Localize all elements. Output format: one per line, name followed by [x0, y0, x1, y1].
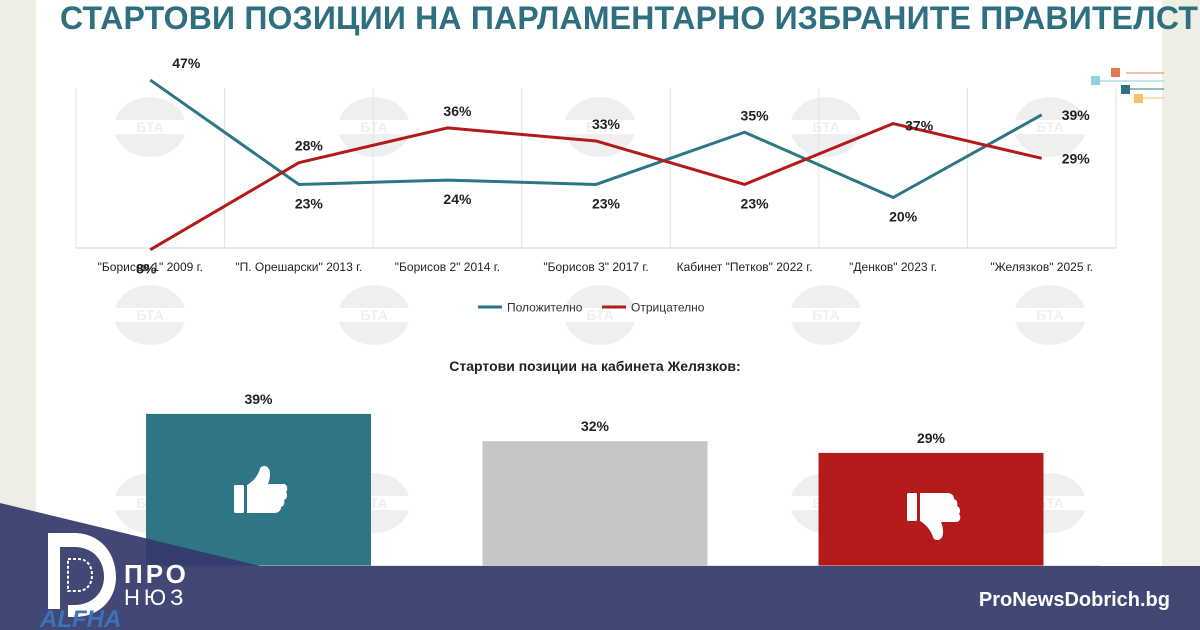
watermark-text: БТА	[360, 307, 388, 323]
bar-value-label: 32%	[581, 418, 610, 434]
data-label-negative: 33%	[592, 116, 621, 132]
watermark-logo: БТА	[334, 285, 414, 345]
thumbs-down-icon	[907, 493, 961, 540]
watermark-text: БТА	[136, 119, 164, 135]
watermark-logo: БТА	[560, 285, 640, 345]
x-tick-label: "Борисов 2" 2014 г.	[395, 260, 500, 274]
bar-chart-title: Стартови позиции на кабинета Желязков:	[449, 358, 740, 374]
bar-value-label: 39%	[244, 391, 273, 407]
data-label-positive: 20%	[889, 209, 918, 225]
line-chart-x-tick-labels: "Борисов 1" 2009 г. "П. Орешарски" 2013 г…	[98, 260, 1093, 274]
data-label-positive: 47%	[172, 55, 201, 71]
decorative-squares-icon	[1091, 68, 1164, 103]
watermark-logo: БТА	[110, 285, 190, 345]
data-label-negative: 23%	[741, 195, 770, 211]
line-chart-gridlines	[75, 88, 1117, 248]
bar-chart: Стартови позиции на кабинета Желязков: 3…	[90, 358, 1100, 592]
data-label-positive: 24%	[443, 191, 472, 207]
data-label-positive: 23%	[295, 195, 324, 211]
alfha-brand-text: ALFHA	[39, 606, 121, 630]
data-label-negative: 37%	[905, 118, 934, 134]
watermark-logo: БТА	[1010, 285, 1090, 345]
pronews-logo-icon	[48, 533, 116, 617]
bar-chart-icons	[234, 466, 961, 540]
line-chart-legend: Положително Отрицателно	[478, 301, 705, 315]
x-tick-label: "Денков" 2023 г.	[849, 260, 937, 274]
watermark-text: БТА	[1036, 307, 1064, 323]
watermark-logo: БТА	[786, 285, 866, 345]
series-line-negative	[149, 122, 1043, 251]
data-label-negative: 36%	[443, 103, 472, 119]
bar	[482, 441, 708, 566]
brand-line-2: НЮЗ	[124, 585, 188, 610]
data-label-negative: 29%	[1062, 150, 1091, 166]
line-chart: 47% 23% 24% 23% 35% 20% 39% 8% 28% 36% 33% 23% 37% 29…	[75, 55, 1117, 315]
page-title: СТАРТОВИ ПОЗИЦИИ НА ПАРЛАМЕНТАРНО ИЗБРАН…	[60, 0, 1200, 36]
watermark-logo: БТА	[1010, 97, 1090, 157]
watermark-logo: БТА	[110, 97, 190, 157]
brand-line-1: ПРО	[124, 559, 189, 589]
legend-label-negative: Отрицателно	[631, 301, 705, 315]
line-chart-series	[149, 78, 1043, 251]
data-label-negative: 28%	[295, 138, 324, 154]
watermark-logo: БТА	[560, 97, 640, 157]
data-label-positive: 23%	[592, 195, 621, 211]
legend-label-positive: Положително	[507, 301, 583, 315]
x-tick-label: Кабинет "Петков" 2022 г.	[677, 260, 813, 274]
series-line-positive	[149, 78, 1043, 199]
x-tick-label: "П. Орешарски" 2013 г.	[235, 260, 362, 274]
watermark-text: БТА	[812, 307, 840, 323]
x-tick-label: "Желязков" 2025 г.	[990, 260, 1093, 274]
watermark-text: БТА	[586, 307, 614, 323]
x-tick-label: "Борисов 1" 2009 г.	[98, 260, 203, 274]
site-url: ProNewsDobrich.bg	[978, 589, 1170, 611]
line-chart-data-labels: 47% 23% 24% 23% 35% 20% 39% 8% 28% 36% 33% 23% 37% 29…	[136, 55, 1090, 277]
watermark-text: БТА	[360, 119, 388, 135]
watermark-text: БТА	[136, 307, 164, 323]
thumbs-up-icon	[234, 466, 288, 513]
watermark-text: БТА	[586, 119, 614, 135]
bar-value-label: 29%	[917, 430, 946, 446]
data-label-positive: 35%	[741, 107, 770, 123]
data-label-negative: 8%	[136, 261, 157, 277]
data-label-positive: 39%	[1062, 107, 1091, 123]
x-tick-label: "Борисов 3" 2017 г.	[543, 260, 648, 274]
watermark-text: БТА	[1036, 119, 1064, 135]
